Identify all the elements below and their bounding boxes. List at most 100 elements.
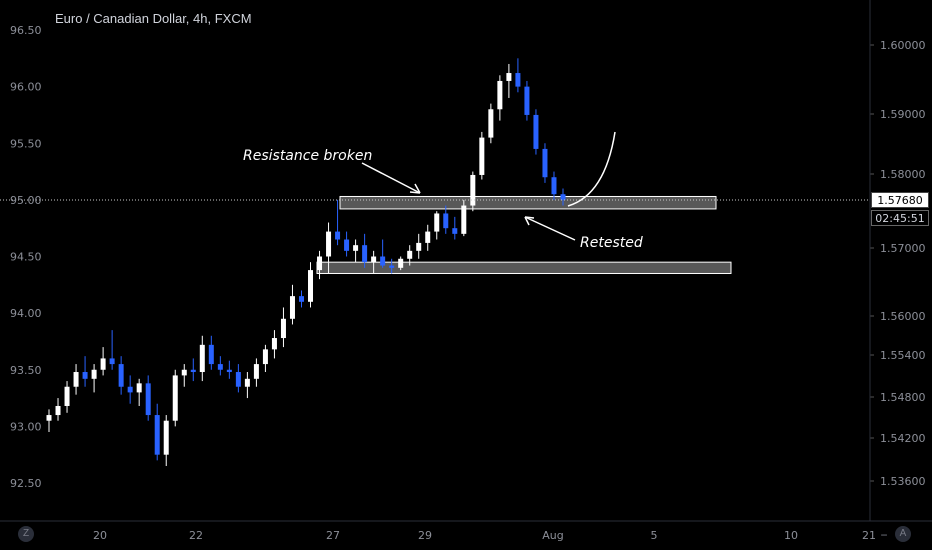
resistance-arrowhead	[409, 183, 421, 194]
right-axis-label: 1.57000	[880, 242, 926, 255]
candle-body	[407, 250, 413, 259]
price-tag: 1.57680	[871, 192, 929, 208]
candle-body	[226, 369, 232, 373]
candle-body	[515, 73, 521, 87]
left-axis-label: 93.50	[10, 364, 42, 377]
candle-body	[308, 270, 314, 302]
candle-body	[551, 177, 557, 195]
candle-body	[163, 420, 169, 455]
left-axis-label: 96.00	[10, 81, 42, 94]
candle-body	[443, 213, 449, 229]
zoom-out-button[interactable]: −	[880, 528, 888, 542]
candle-body	[145, 383, 151, 416]
left-corner-button[interactable]: Z	[18, 526, 34, 542]
candle-body	[136, 383, 142, 393]
candle-body	[452, 228, 458, 234]
candle-body	[371, 256, 377, 263]
candle-body	[118, 364, 124, 387]
x-axis-label: 5	[651, 529, 658, 542]
candles	[46, 58, 566, 467]
candle-body	[244, 378, 250, 387]
left-axis-label: 95.50	[10, 137, 42, 150]
candle-body	[298, 296, 304, 302]
candle-body	[425, 231, 431, 243]
candle-body	[479, 137, 485, 175]
candle-body	[100, 358, 106, 370]
candle-body	[380, 256, 386, 266]
candle-body	[55, 405, 61, 416]
x-axis-label: 20	[93, 529, 107, 542]
candle-body	[208, 344, 214, 365]
candle-body	[91, 369, 97, 379]
right-axis-label: 1.54800	[880, 391, 926, 404]
retested-arrow	[524, 216, 576, 241]
x-axis: 20 22 27 29 Aug 5 10 21	[93, 529, 876, 542]
candle-body	[181, 369, 187, 376]
support-zone[interactable]	[316, 261, 732, 274]
candle-body	[506, 73, 512, 81]
candle-body	[416, 242, 422, 251]
candle-body	[389, 265, 395, 268]
right-axis-label: 1.58000	[880, 168, 926, 181]
candle-body	[497, 80, 503, 110]
auto-scale-button[interactable]: A	[895, 526, 911, 542]
zones	[316, 195, 732, 274]
candle-body	[326, 231, 332, 257]
candle-body	[154, 415, 160, 455]
candle-body	[73, 372, 79, 387]
candle-body	[262, 349, 268, 365]
candle-body	[344, 239, 350, 251]
candle-body	[461, 205, 467, 234]
chart-title: Euro / Canadian Dollar, 4h, FXCM	[55, 11, 252, 26]
candle-body	[353, 245, 359, 251]
projection-curve	[567, 131, 616, 207]
candle-body	[317, 256, 323, 271]
candle-body	[524, 86, 530, 115]
resistance-label: Resistance broken	[243, 148, 372, 164]
candle-body	[488, 109, 494, 138]
candle-body	[127, 386, 133, 393]
x-axis-label: 29	[418, 529, 432, 542]
candle-body	[253, 364, 259, 379]
candle-body	[434, 213, 440, 232]
x-axis-label: Aug	[542, 529, 563, 542]
right-axis: 1.60000 1.59000 1.58000 1.57000 1.56000 1.554…	[870, 39, 926, 488]
candle-body	[533, 114, 539, 149]
candle-body	[271, 338, 277, 350]
right-axis-label: 1.54200	[880, 432, 926, 445]
candle-body	[362, 245, 368, 263]
candle-body	[542, 148, 548, 178]
candle-body	[190, 369, 196, 373]
right-axis-label: 1.59000	[880, 108, 926, 121]
retested-label: Retested	[580, 235, 643, 251]
right-axis-label: 1.60000	[880, 39, 926, 52]
left-axis-label: 92.50	[10, 477, 42, 490]
left-axis-label: 93.00	[10, 420, 42, 433]
left-axis-label: 94.50	[10, 251, 42, 264]
right-axis-label: 1.53600	[880, 475, 926, 488]
candle-body	[199, 344, 205, 373]
left-axis-label: 96.50	[10, 24, 42, 37]
candle-body	[217, 364, 223, 370]
candle-body	[560, 194, 566, 200]
resistance-zone[interactable]	[339, 195, 717, 210]
x-axis-label: 22	[189, 529, 203, 542]
candle-body	[335, 231, 341, 240]
candle-body	[289, 296, 295, 319]
candle-body	[172, 375, 178, 421]
candle-body	[470, 174, 476, 206]
right-axis-label: 1.55400	[880, 349, 926, 362]
candle-body	[46, 415, 52, 421]
candle-body	[280, 318, 286, 339]
resistance-arrow	[361, 162, 421, 194]
right-axis-label: 1.56000	[880, 310, 926, 323]
candle-body	[109, 358, 115, 365]
left-axis-label: 95.00	[10, 194, 42, 207]
candle-body	[398, 258, 404, 268]
left-axis-label: 94.00	[10, 307, 42, 320]
candle-body	[64, 386, 70, 406]
countdown-tag: 02:45:51	[871, 210, 929, 226]
x-axis-label: 27	[326, 529, 340, 542]
left-axis: 96.50 96.00 95.50 95.00 94.50 94.00 93.50 93.00…	[10, 24, 42, 490]
